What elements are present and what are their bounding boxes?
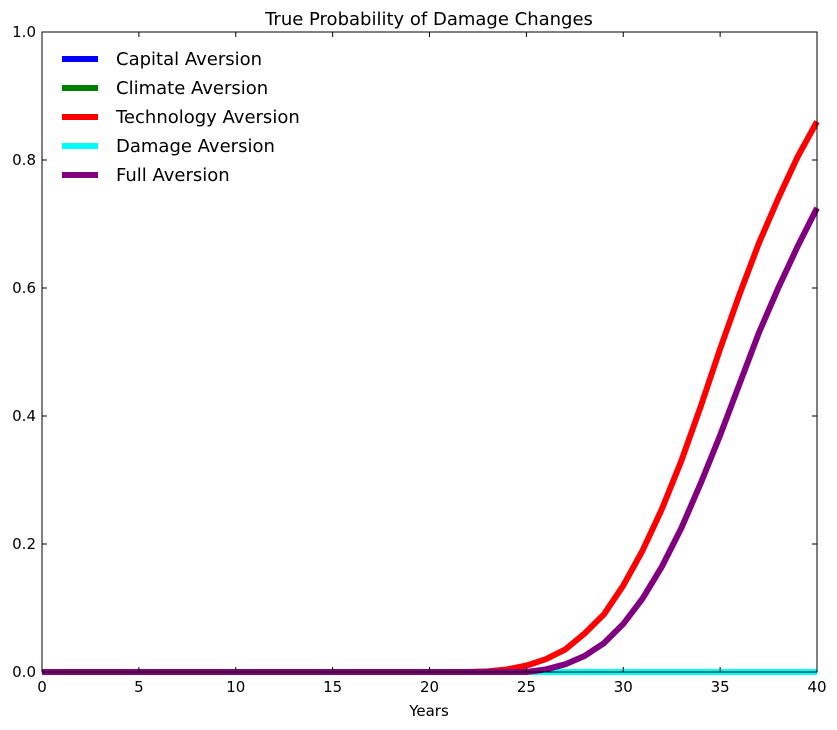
x-tick-label: 40 <box>807 678 826 696</box>
y-tick-label: 0.2 <box>12 535 36 553</box>
y-tick-label: 1.0 <box>12 23 36 41</box>
legend-label: Full Aversion <box>116 165 230 186</box>
chart-title: True Probability of Damage Changes <box>264 9 593 30</box>
legend-entry: Damage Aversion <box>62 136 275 157</box>
legend-label: Capital Aversion <box>116 49 262 70</box>
series-line-full-aversion <box>42 206 820 675</box>
x-axis-label: Years <box>408 702 449 720</box>
x-tick-label: 30 <box>614 678 633 696</box>
legend-entry: Full Aversion <box>62 165 230 186</box>
legend-entry: Technology Aversion <box>62 107 300 128</box>
legend: Capital Aversion Climate Aversion Technolo… <box>62 49 300 186</box>
legend-label: Climate Aversion <box>116 78 268 99</box>
y-tick-label: 0.0 <box>12 663 36 681</box>
x-tick-label: 15 <box>323 678 342 696</box>
legend-label: Damage Aversion <box>116 136 275 157</box>
x-tick-label: 5 <box>134 678 144 696</box>
y-tick-label: 0.8 <box>12 151 36 169</box>
x-tick-label: 10 <box>226 678 245 696</box>
series-layer <box>42 120 820 675</box>
y-tick-label: 0.4 <box>12 407 36 425</box>
legend-entry: Capital Aversion <box>62 49 262 70</box>
y-tick-label: 0.6 <box>12 279 36 297</box>
x-tick-label: 20 <box>420 678 439 696</box>
series-line-technology-aversion <box>42 120 820 675</box>
ticks-layer: 0 5 10 15 20 25 30 35 40 0.0 0.2 0.4 0.6 0.8 1.0 <box>12 23 826 696</box>
x-tick-label: 0 <box>37 678 47 696</box>
legend-label: Technology Aversion <box>115 107 300 128</box>
x-tick-label: 35 <box>711 678 730 696</box>
plot-frame <box>41 31 818 673</box>
legend-entry: Climate Aversion <box>62 78 268 99</box>
x-tick-label: 25 <box>517 678 536 696</box>
